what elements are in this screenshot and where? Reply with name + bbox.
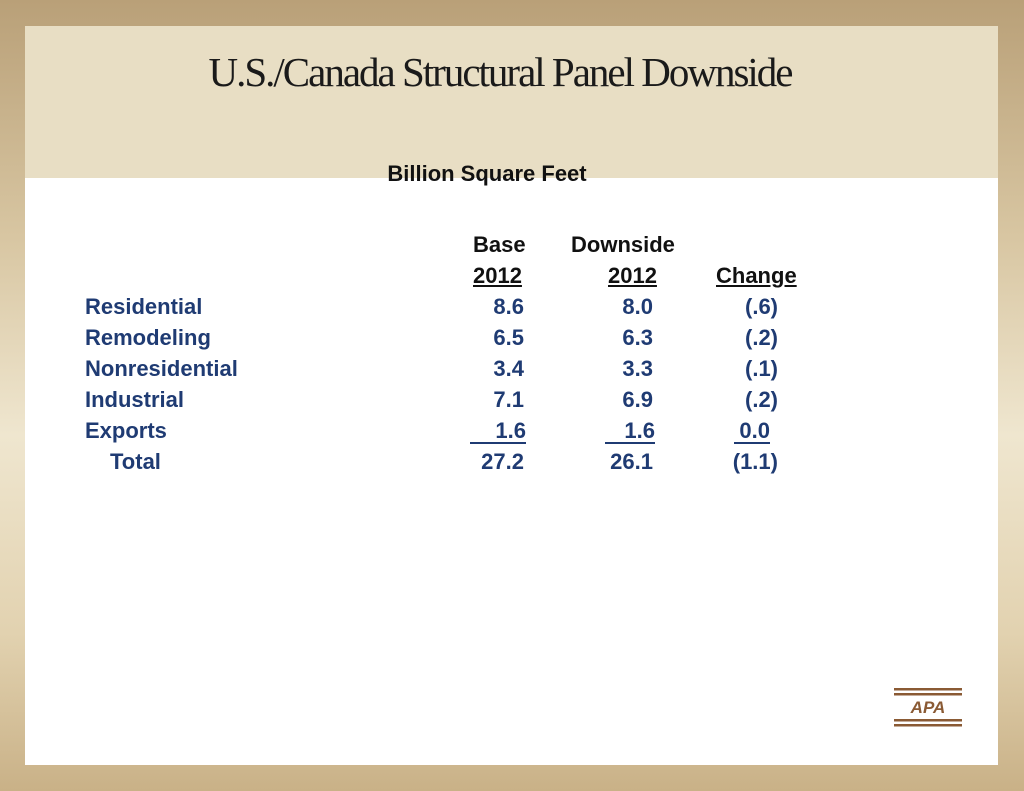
row-label-nonresidential: Nonresidential xyxy=(85,356,238,381)
cell-downside: 26.1 xyxy=(610,449,653,474)
cell-base: 3.4 xyxy=(493,356,524,381)
column-header-change: Change xyxy=(716,263,797,288)
cell-downside: 6.3 xyxy=(622,325,653,350)
cell-downside: 1.6 xyxy=(605,420,655,444)
row-label-total: Total xyxy=(110,449,161,474)
cell-base: 7.1 xyxy=(493,387,524,412)
title-band xyxy=(25,26,998,178)
cell-change: (.1) xyxy=(745,356,778,381)
cell-change: (.2) xyxy=(745,387,778,412)
cell-base: 8.6 xyxy=(493,294,524,319)
row-label-residential: Residential xyxy=(85,294,203,319)
column-header-base-year: 2012 xyxy=(473,263,522,288)
column-header-downside: Downside xyxy=(571,232,675,257)
cell-change: (.6) xyxy=(745,294,778,319)
page-title: U.S./Canada Structural Panel Downside xyxy=(208,49,793,95)
cell-change: (1.1) xyxy=(732,449,778,474)
slide xyxy=(25,26,998,765)
cell-change: 0.0 xyxy=(734,420,770,444)
column-header-base: Base xyxy=(473,232,526,257)
cell-downside: 6.9 xyxy=(622,387,653,412)
column-header-downside-year: 2012 xyxy=(608,263,657,288)
apa-logo: APA xyxy=(894,688,962,727)
apa-logo-text: APA xyxy=(910,698,946,717)
cell-base: 27.2 xyxy=(481,449,524,474)
row-label-industrial: Industrial xyxy=(85,387,185,412)
cell-downside: 3.3 xyxy=(622,356,653,381)
row-label-remodeling: Remodeling xyxy=(85,325,211,350)
cell-base: 1.6 xyxy=(470,420,526,444)
cell-downside: 8.0 xyxy=(622,294,653,319)
table-subtitle: Billion Square Feet xyxy=(387,161,587,186)
row-label-exports: Exports xyxy=(85,418,167,443)
cell-base: 6.5 xyxy=(493,325,524,350)
cell-change: (.2) xyxy=(745,325,778,350)
